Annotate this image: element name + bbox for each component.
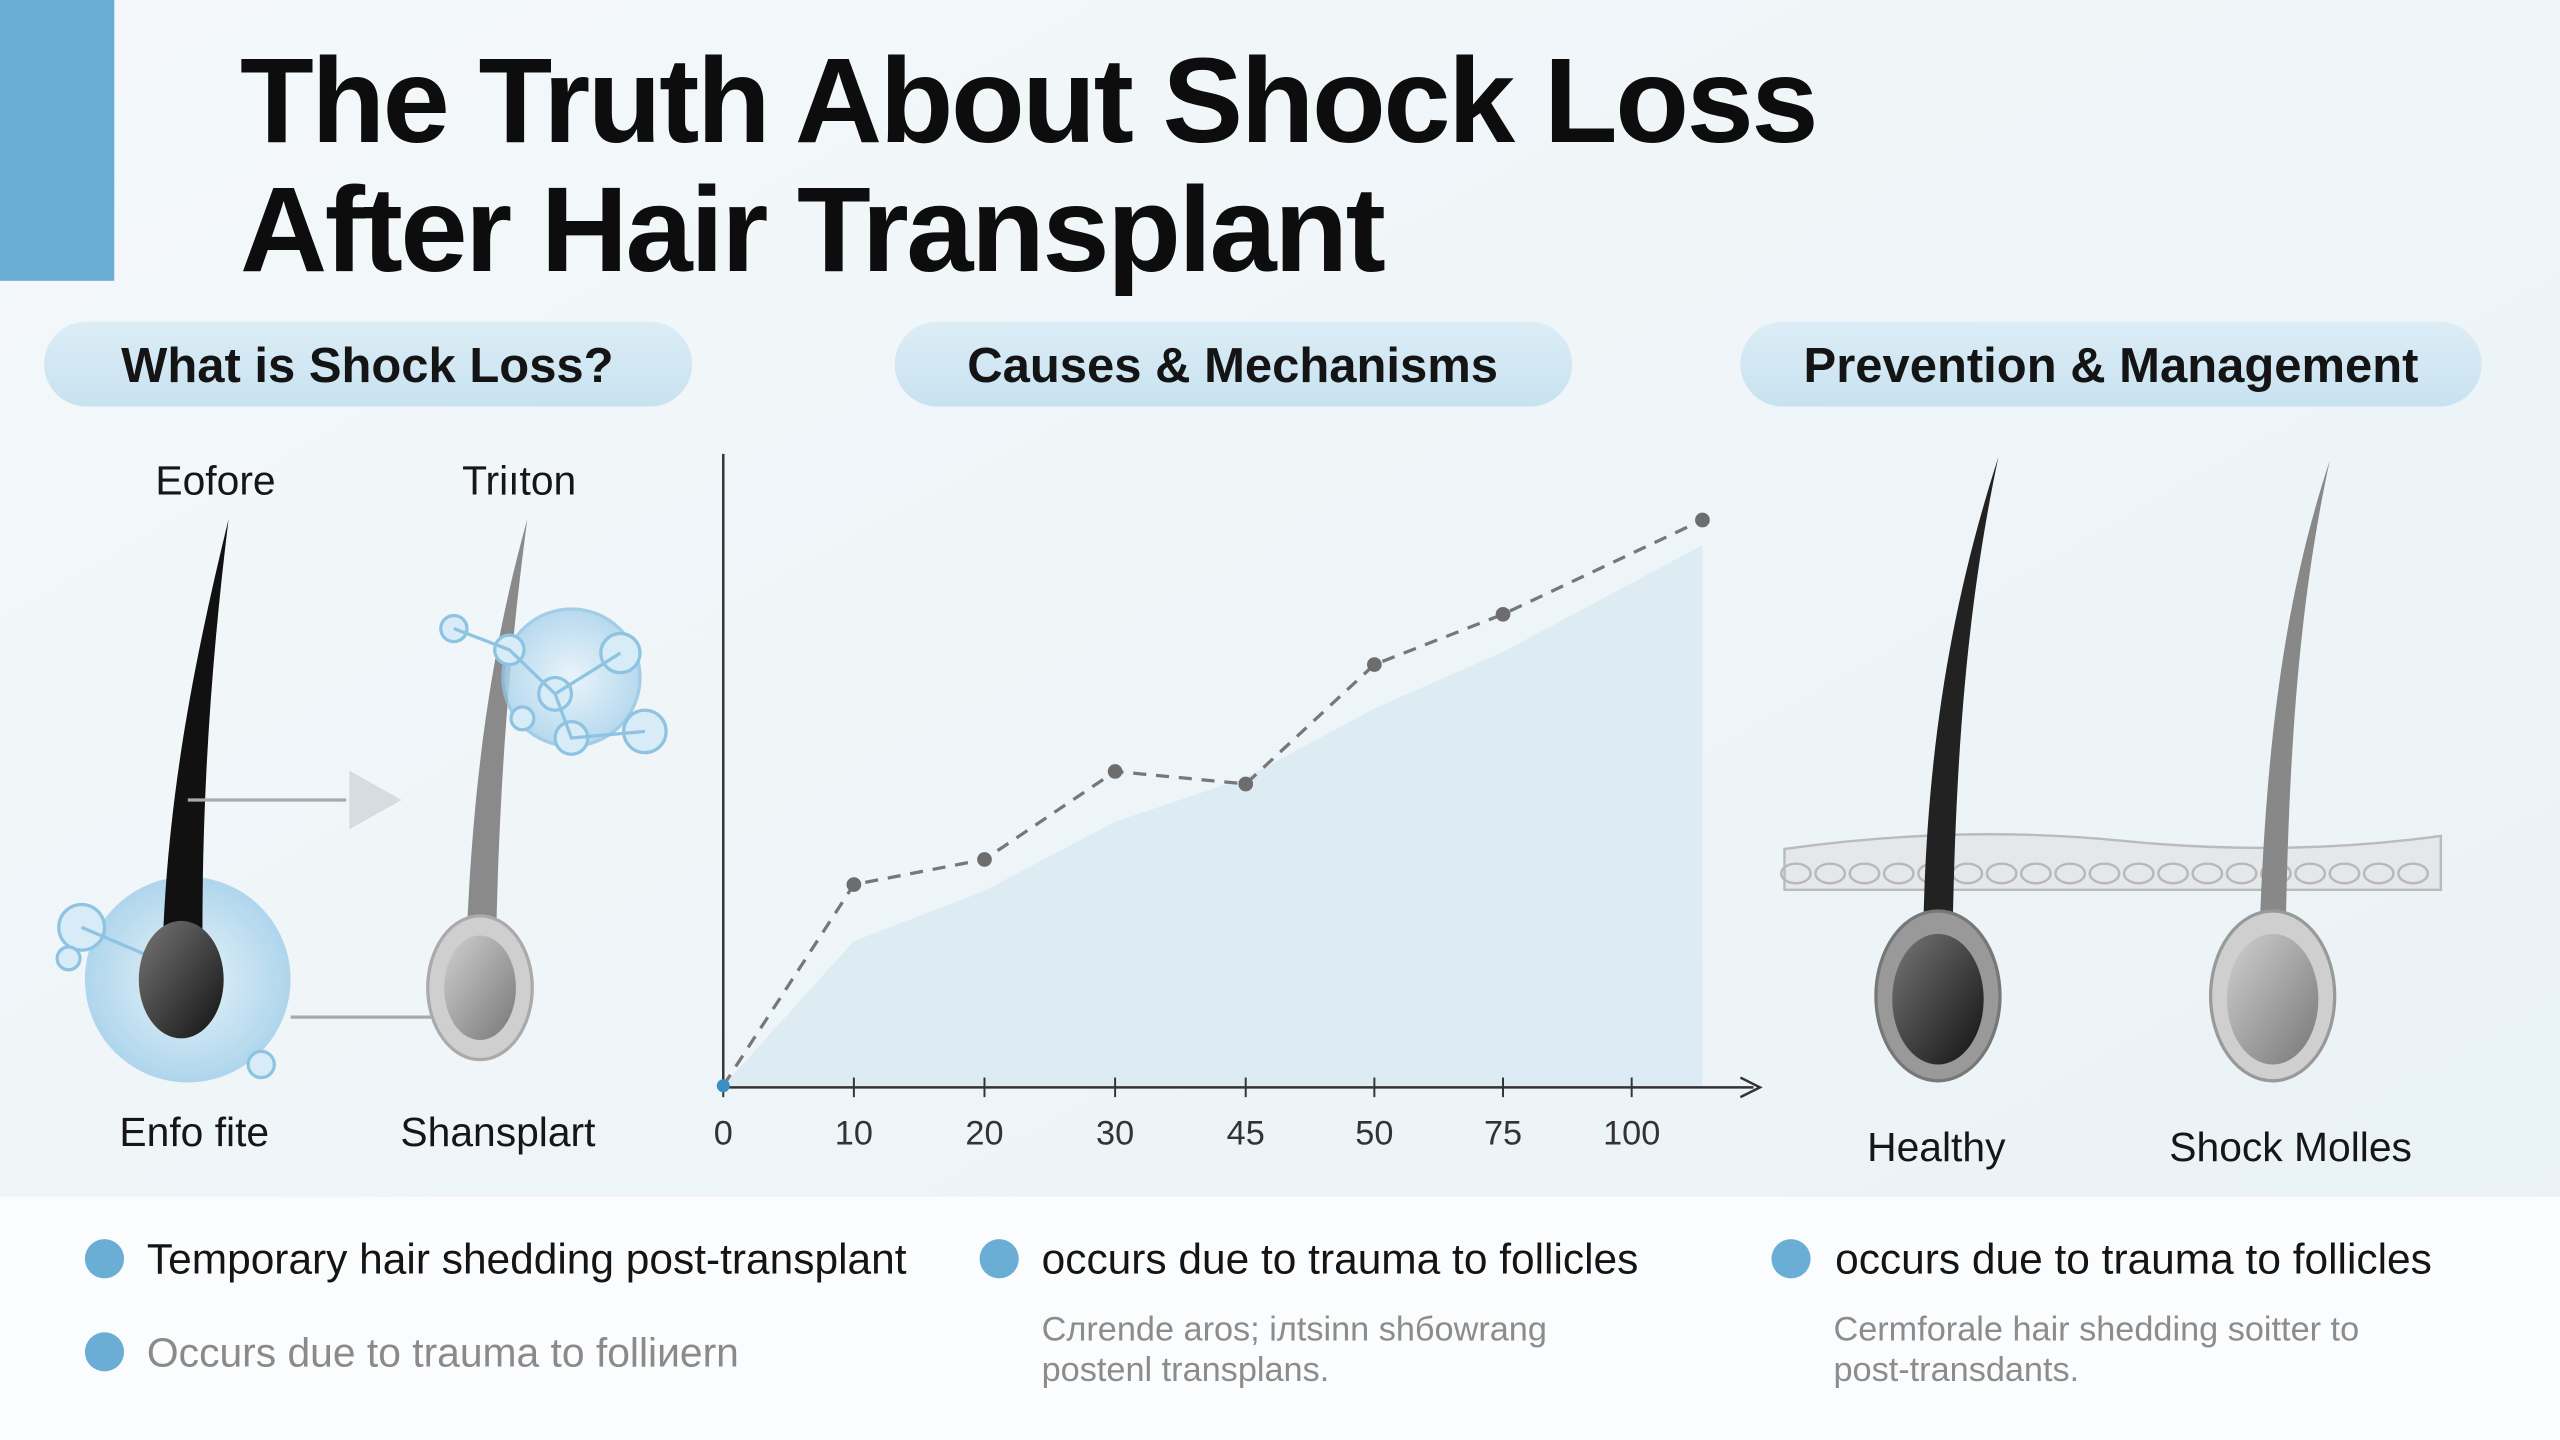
skin-cell — [2191, 862, 2224, 885]
arrow-right-icon — [349, 770, 402, 830]
label-bottom-right: Shansplart — [400, 1109, 596, 1155]
chart: 0 10 20 30 45 50 75 100 — [714, 453, 1763, 1152]
x-axis-arrow-icon — [1739, 1076, 1763, 1099]
chart-point — [1107, 764, 1123, 779]
skin-cell — [2054, 862, 2087, 885]
right-illustration: Healthy Shock Molles — [1780, 457, 2443, 1170]
chart-area — [723, 545, 1703, 1086]
bullet-col-2: occurs due to trauma to follicles Cлrend… — [979, 1235, 1639, 1389]
bullet-dot-icon — [84, 1239, 125, 1279]
skin-cell — [2225, 862, 2258, 885]
label-bottom-left: Enfo fite — [119, 1109, 269, 1155]
bullet-subtext: post-transdants. — [1833, 1351, 2079, 1389]
title-line-1: The Truth About Shock Loss — [240, 33, 1816, 168]
bullet-subtext: Cлrende aros; iлtsinn shбowrang — [1042, 1310, 1547, 1348]
accent-bar — [0, 0, 115, 281]
label-shock: Shock Molles — [2169, 1124, 2412, 1170]
x-tick-label: 100 — [1603, 1114, 1660, 1152]
skin-cell — [2122, 862, 2155, 885]
skin-cell — [2020, 862, 2052, 885]
bullet-col-3: occurs due to trauma to follicles Cermfo… — [1771, 1235, 2432, 1389]
chart-line — [721, 518, 1704, 1087]
bullet-dot-icon — [1771, 1239, 1811, 1279]
molecule-cluster-icon — [439, 607, 668, 756]
skin-cell — [1882, 862, 1915, 885]
bullet-text: occurs due to trauma to follicles — [1042, 1235, 1639, 1282]
x-tick-label: 75 — [1484, 1114, 1522, 1152]
skin-cell — [2294, 862, 2327, 885]
skin-cells — [1780, 862, 2429, 885]
bulb-shock — [2226, 933, 2319, 1065]
x-tick-label: 45 — [1227, 1114, 1265, 1152]
skin-cell — [1848, 862, 1881, 885]
bullet-col-1: Temporary hair shedding post-transplant … — [84, 1235, 907, 1376]
hair-strand-dark — [163, 519, 229, 931]
skin-cell — [1985, 862, 2018, 885]
x-tick-label: 50 — [1355, 1114, 1393, 1152]
skin-cell — [1780, 862, 1812, 885]
title-line-2: After Hair Transplant — [240, 162, 1385, 297]
x-tick-label: 30 — [1096, 1114, 1134, 1152]
label-after: Triıton — [462, 458, 576, 504]
hair-bulb-dark — [138, 920, 224, 1039]
hair-strand-healthy — [1923, 457, 1999, 931]
hair-bulb-gray — [444, 935, 516, 1040]
skin-cell — [2397, 862, 2429, 885]
bullet-subtext: Cermforale hair shedding soitter to — [1833, 1310, 2359, 1348]
skin-cell — [2157, 862, 2189, 885]
chart-point — [716, 1079, 730, 1093]
chart-point — [1695, 512, 1710, 528]
chart-point — [1367, 657, 1382, 672]
x-tick-label: 0 — [714, 1114, 733, 1152]
bullet-text: occurs due to trauma to follicles — [1835, 1235, 2432, 1282]
section-pill-causes: Causes & Mechanisms — [894, 321, 1573, 407]
chart-point — [1238, 776, 1254, 792]
x-tick-label: 10 — [835, 1114, 873, 1152]
section-pill-what-is: What is Shock Loss? — [44, 321, 693, 407]
skin-cell — [2088, 862, 2121, 885]
skin-cell — [1814, 862, 1847, 885]
hair-strand-shock — [2259, 460, 2330, 931]
bullet-dot-icon — [979, 1239, 1019, 1279]
chart-point — [846, 877, 862, 892]
bullet-subtext: postenl transplans. — [1042, 1351, 1330, 1389]
bullet-panel — [0, 1196, 2560, 1440]
bullet-text: Occurs due to trauma to folliиern — [147, 1330, 739, 1376]
section-label: Causes & Mechanisms — [967, 339, 1498, 393]
label-before: Eofore — [155, 458, 275, 504]
skin-cell — [2362, 862, 2395, 885]
x-tick-label: 20 — [965, 1114, 1003, 1152]
section-label: What is Shock Loss? — [121, 339, 613, 393]
bullet-text: Temporary hair shedding post-transplant — [147, 1235, 907, 1282]
label-healthy: Healthy — [1867, 1124, 2006, 1170]
section-pill-prevention: Prevention & Management — [1740, 321, 2482, 407]
left-illustration: Eofore Triıton Enfo fite Shansplart — [55, 458, 668, 1155]
chart-point — [1495, 606, 1511, 622]
chart-point — [977, 852, 992, 867]
hair-strand-gray — [466, 519, 528, 931]
bulb-healthy — [1892, 933, 1984, 1065]
section-label: Prevention & Management — [1804, 339, 2419, 393]
skin-cell — [2328, 862, 2361, 885]
bullet-dot-icon — [84, 1332, 125, 1372]
